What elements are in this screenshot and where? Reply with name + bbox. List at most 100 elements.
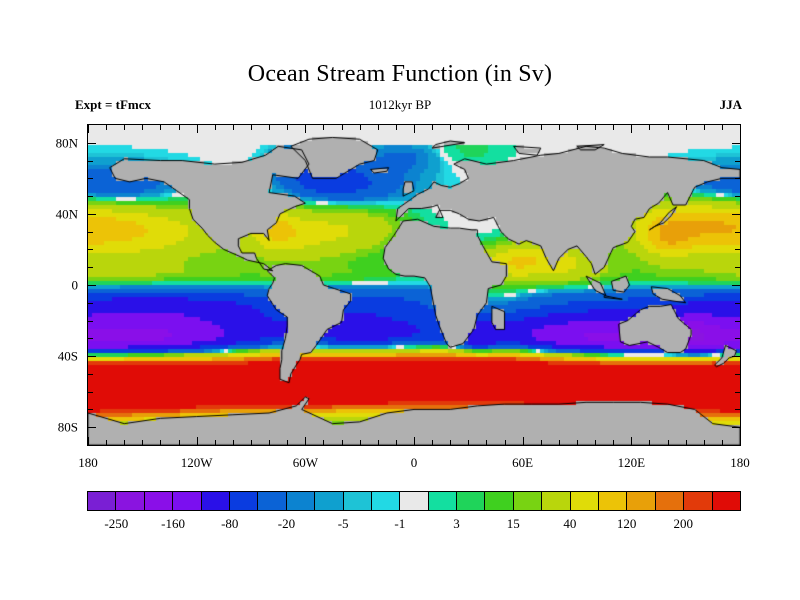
y-axis-tick xyxy=(735,374,740,375)
x-axis-tick xyxy=(523,125,524,133)
y-axis-tick xyxy=(732,356,740,357)
x-axis-tick xyxy=(215,125,216,130)
y-axis-tick xyxy=(88,409,93,410)
colorbar-tick-label: 15 xyxy=(506,516,520,531)
colorbar-tick-label: -1 xyxy=(394,516,406,531)
x-axis-tick xyxy=(378,125,379,130)
y-axis-tick xyxy=(735,249,740,250)
x-axis-tick xyxy=(233,440,234,445)
x-axis-tick xyxy=(396,125,397,130)
x-axis-tick xyxy=(613,440,614,445)
y-axis-tick xyxy=(735,409,740,410)
colorbar-tick-label: 120 xyxy=(616,516,637,531)
x-axis-tick xyxy=(704,440,705,445)
y-axis-tick xyxy=(88,267,93,268)
ocean-stream-function-map xyxy=(88,125,740,445)
x-axis-tick xyxy=(432,125,433,130)
x-axis-tick xyxy=(106,440,107,445)
colorbar-tick-label: 40 xyxy=(563,516,577,531)
x-axis-tick xyxy=(722,125,723,130)
x-axis-tick xyxy=(360,125,361,130)
x-axis-tick xyxy=(414,125,415,133)
x-axis-tick xyxy=(649,125,650,130)
x-axis-tick xyxy=(432,440,433,445)
y-axis-tick xyxy=(735,338,740,339)
x-axis-tick xyxy=(88,125,89,133)
y-axis-tick xyxy=(732,143,740,144)
x-axis-tick xyxy=(577,440,578,445)
x-axis-tick xyxy=(613,125,614,130)
x-axis-tick xyxy=(486,440,487,445)
x-axis-tick xyxy=(523,437,524,445)
colorbar-tick-label: 200 xyxy=(673,516,694,531)
colorbar-cell xyxy=(371,492,401,510)
x-axis-tick xyxy=(468,125,469,130)
y-axis-tick xyxy=(735,267,740,268)
x-axis-tick xyxy=(468,440,469,445)
colorbar-cell xyxy=(513,492,543,510)
x-axis-tick xyxy=(668,440,669,445)
colorbar-tick-label: -250 xyxy=(104,516,129,531)
x-axis-tick xyxy=(631,125,632,133)
x-axis-tick xyxy=(722,440,723,445)
x-axis-tick xyxy=(360,440,361,445)
y-axis-tick xyxy=(88,161,93,162)
x-axis-tick xyxy=(124,125,125,130)
colorbar-cell xyxy=(457,492,486,510)
x-axis-tick xyxy=(450,125,451,130)
season-label: JJA xyxy=(719,97,742,112)
colorbar-cell xyxy=(655,492,685,510)
x-axis-tick xyxy=(305,437,306,445)
y-axis-tick xyxy=(88,303,93,304)
x-axis-tick xyxy=(287,125,288,130)
x-axis-tick xyxy=(505,125,506,130)
colorbar xyxy=(87,491,741,511)
y-axis-tick-label: 40N xyxy=(55,206,78,222)
x-axis-tick xyxy=(124,440,125,445)
y-axis-tick xyxy=(735,321,740,322)
x-axis-tick xyxy=(179,125,180,130)
y-axis-tick xyxy=(735,178,740,179)
x-axis-tick xyxy=(323,440,324,445)
y-axis-tick xyxy=(88,249,93,250)
y-axis-tick xyxy=(735,196,740,197)
x-axis-tick xyxy=(269,125,270,130)
figure-subtitle: 1012kyr BP xyxy=(368,97,432,112)
colorbar-cell xyxy=(542,492,571,510)
colorbar-cell xyxy=(428,492,458,510)
y-axis-tick xyxy=(735,303,740,304)
x-axis-tick xyxy=(378,440,379,445)
y-axis-tick xyxy=(88,321,93,322)
colorbar-cell xyxy=(173,492,202,510)
colorbar-cell xyxy=(201,492,230,510)
map-plot-area xyxy=(87,124,741,446)
colorbar-cell xyxy=(286,492,316,510)
x-axis-tick xyxy=(450,440,451,445)
x-axis-tick xyxy=(704,125,705,130)
y-axis-tick xyxy=(88,338,93,339)
colorbar-cell xyxy=(144,492,174,510)
colorbar-cell xyxy=(116,492,145,510)
y-axis-tick xyxy=(735,232,740,233)
x-axis-tick xyxy=(541,440,542,445)
y-axis-tick xyxy=(88,392,93,393)
y-axis-tick-label: 80S xyxy=(57,419,78,435)
colorbar-tick-label: -20 xyxy=(277,516,296,531)
x-axis-tick-label: 180 xyxy=(730,455,750,470)
x-axis-tick xyxy=(233,125,234,130)
x-axis-tick xyxy=(197,437,198,445)
x-axis-tick-label: 180 xyxy=(78,455,98,470)
x-axis-tick xyxy=(197,125,198,133)
colorbar-cell xyxy=(712,492,740,510)
y-axis-tick xyxy=(735,161,740,162)
y-axis-tick xyxy=(735,392,740,393)
x-axis-tick-label: 60W xyxy=(292,455,318,470)
x-axis-tick xyxy=(342,440,343,445)
colorbar-cell xyxy=(343,492,372,510)
colorbar-cell xyxy=(599,492,628,510)
y-axis-tick xyxy=(732,427,740,428)
x-axis-tick xyxy=(486,125,487,130)
x-axis-tick xyxy=(740,125,741,133)
x-axis-tick xyxy=(342,125,343,130)
x-axis-tick-label: 120W xyxy=(180,455,213,470)
